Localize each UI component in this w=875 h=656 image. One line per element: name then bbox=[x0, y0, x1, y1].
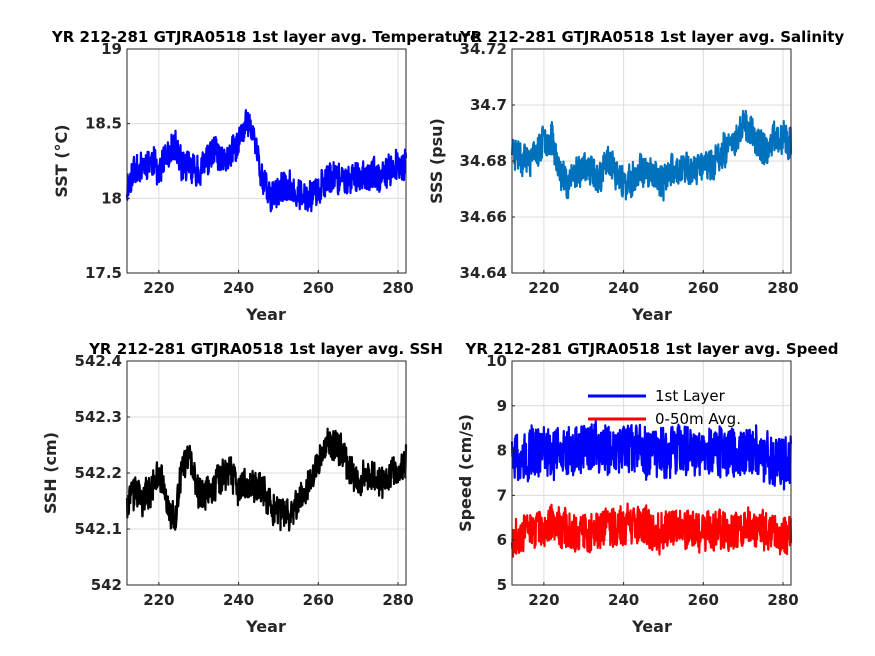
x-tick-label: 220 bbox=[528, 591, 559, 609]
series-line-0-50m-avg- bbox=[510, 502, 793, 558]
y-tick-label: 542.2 bbox=[75, 464, 122, 482]
y-tick-label: 542.4 bbox=[75, 352, 122, 370]
y-axis-label: SST (°C) bbox=[52, 124, 71, 197]
x-tick-label: 220 bbox=[143, 591, 174, 609]
plot-frame bbox=[511, 360, 792, 586]
y-tick-label: 34.68 bbox=[460, 152, 507, 170]
series-line-1st-layer bbox=[510, 419, 793, 491]
y-tick-label: 34.64 bbox=[460, 264, 507, 282]
y-tick-label: 34.7 bbox=[470, 96, 507, 114]
legend-label-0-50m-avg: 0-50m Avg. bbox=[655, 410, 741, 428]
x-tick-label: 280 bbox=[382, 279, 413, 297]
data-series bbox=[125, 427, 408, 532]
panel-title: YR 212-281 GTJRA0518 1st layer avg. Temp… bbox=[51, 28, 480, 46]
x-axis-label: Year bbox=[631, 617, 672, 636]
y-tick-label: 6 bbox=[497, 531, 507, 549]
axis-ticks: 220 240 260 280 17.5 18 18.5 19 bbox=[85, 40, 414, 297]
y-tick-label: 7 bbox=[497, 486, 507, 504]
axis-ticks: 220 240 260 280 5 6 7 8 9 10 bbox=[486, 352, 799, 609]
x-tick-label: 260 bbox=[688, 591, 719, 609]
y-tick-label: 9 bbox=[497, 397, 507, 415]
y-tick-label: 542.1 bbox=[75, 520, 122, 538]
x-tick-label: 240 bbox=[223, 591, 254, 609]
y-tick-label: 18 bbox=[101, 189, 122, 207]
plot-frame bbox=[126, 48, 407, 274]
panel-title: YR 212-281 GTJRA0518 1st layer avg. Sali… bbox=[459, 28, 845, 46]
series-line-ssh bbox=[125, 427, 408, 532]
x-tick-label: 240 bbox=[223, 279, 254, 297]
panel-sss: 220 240 260 280 34.64 34.66 34.68 34.7 34.72 Yea… bbox=[427, 28, 844, 324]
panel-title: YR 212-281 GTJRA0518 1st layer avg. Spee… bbox=[464, 340, 838, 358]
y-axis-label: Speed (cm/s) bbox=[456, 414, 475, 532]
data-series bbox=[510, 109, 793, 202]
x-axis-label: Year bbox=[245, 617, 286, 636]
x-tick-label: 240 bbox=[608, 279, 639, 297]
y-axis-label: SSH (cm) bbox=[41, 432, 60, 514]
plot-area bbox=[127, 49, 406, 273]
y-tick-label: 17.5 bbox=[85, 264, 122, 282]
x-tick-label: 280 bbox=[382, 591, 413, 609]
data-series bbox=[510, 419, 793, 558]
series-line-sss bbox=[510, 109, 793, 202]
x-tick-label: 260 bbox=[688, 279, 719, 297]
x-tick-label: 220 bbox=[528, 279, 559, 297]
data-series bbox=[125, 108, 408, 213]
legend: 1st Layer 0-50m Avg. bbox=[588, 387, 741, 428]
axis-ticks: 220 240 260 280 34.64 34.66 34.68 34.7 34.72 bbox=[460, 40, 799, 297]
series-line-sst bbox=[125, 108, 408, 213]
panel-speed: 220 240 260 280 5 6 7 8 9 10 Year Speed (cm/s) 1s… bbox=[456, 340, 839, 636]
legend-label-1st-layer: 1st Layer bbox=[655, 387, 726, 405]
y-axis-label: SSS (psu) bbox=[427, 118, 446, 204]
y-tick-label: 18.5 bbox=[85, 115, 122, 133]
x-tick-label: 240 bbox=[608, 591, 639, 609]
x-tick-label: 220 bbox=[143, 279, 174, 297]
axis-ticks: 220 240 260 280 542 542.1 542.2 542.3 542.4 bbox=[75, 352, 414, 609]
y-tick-label: 10 bbox=[486, 352, 507, 370]
x-tick-label: 260 bbox=[303, 591, 334, 609]
y-tick-label: 8 bbox=[497, 442, 507, 460]
y-tick-label: 542 bbox=[91, 576, 122, 594]
y-tick-label: 34.72 bbox=[460, 40, 507, 58]
panel-title: YR 212-281 GTJRA0518 1st layer avg. SSH bbox=[88, 340, 443, 358]
y-tick-label: 542.3 bbox=[75, 408, 122, 426]
panel-ssh: 220 240 260 280 542 542.1 542.2 542.3 542.4 Year… bbox=[41, 340, 443, 636]
x-axis-label: Year bbox=[631, 305, 672, 324]
y-tick-label: 5 bbox=[497, 576, 507, 594]
y-tick-label: 19 bbox=[101, 40, 122, 58]
x-axis-label: Year bbox=[245, 305, 286, 324]
panel-sst: 220 240 260 280 17.5 18 18.5 19 Year SST (°C) Y… bbox=[51, 28, 480, 324]
y-tick-label: 34.66 bbox=[460, 208, 507, 226]
x-tick-label: 260 bbox=[303, 279, 334, 297]
x-tick-label: 280 bbox=[767, 591, 798, 609]
x-tick-label: 280 bbox=[767, 279, 798, 297]
